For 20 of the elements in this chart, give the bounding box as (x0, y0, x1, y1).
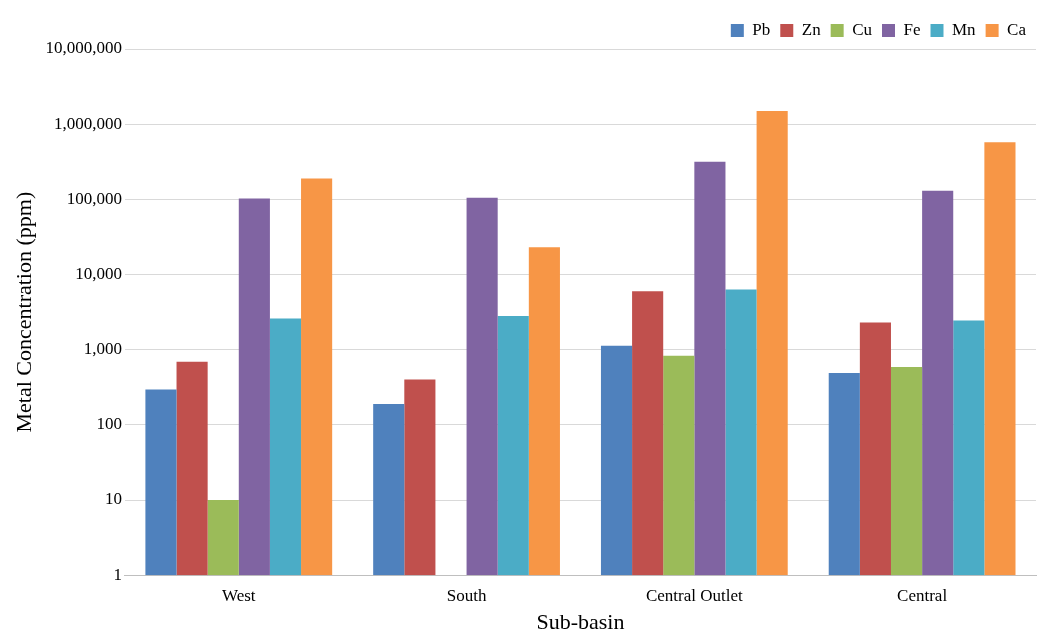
legend-label: Pb (752, 19, 771, 39)
x-axis-title: Sub-basin (536, 608, 625, 634)
x-tick-label: Central (897, 585, 948, 605)
y-axis-title: Metal Concentration (ppm) (10, 191, 36, 433)
x-tick-label: West (222, 585, 256, 605)
x-tick-label: Central Outlet (645, 585, 743, 605)
y-tick-label: 1 (113, 564, 122, 584)
legend-label: Mn (952, 19, 977, 39)
legend-label: Zn (801, 19, 822, 39)
y-tick-label: 1,000 (83, 339, 122, 359)
legend-label: Ca (1007, 19, 1027, 39)
y-tick-label: 1,000,000 (53, 113, 122, 133)
y-tick-label: 10,000 (75, 263, 122, 283)
y-tick-label: 100,000 (66, 188, 122, 208)
legend-label: Fe (903, 19, 921, 39)
legend-label: Cu (852, 19, 873, 39)
y-tick-label: 10 (104, 489, 122, 509)
x-tick-label: South (446, 585, 487, 605)
y-tick-label: 10,000,000 (45, 38, 122, 58)
y-tick-label: 100 (96, 414, 122, 434)
